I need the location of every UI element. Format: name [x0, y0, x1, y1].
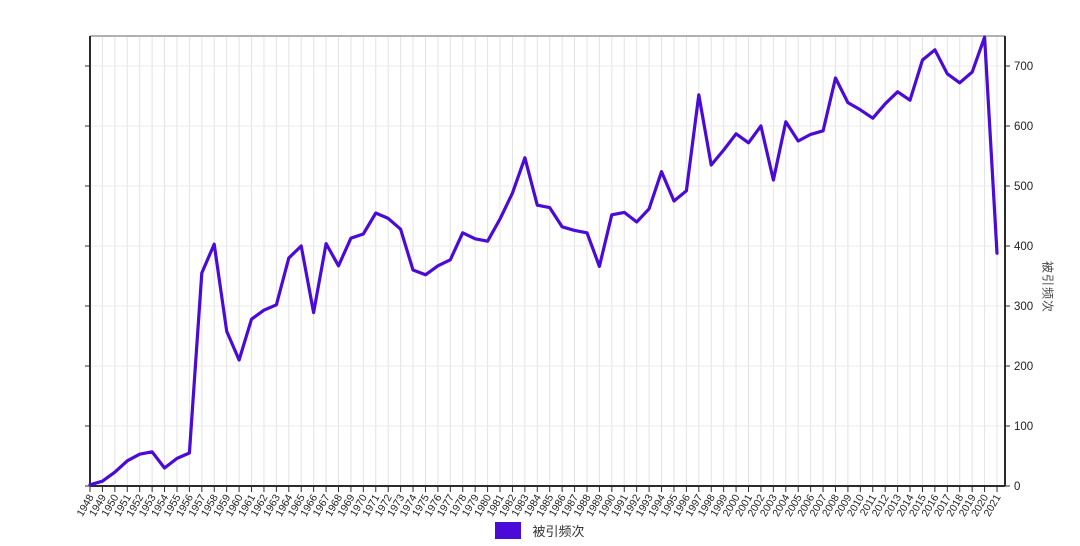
y-tick-labels: 0 100 200 300 400 500 600 700 — [85, 61, 1033, 493]
x-gridlines — [89, 36, 998, 486]
svg-text:0: 0 — [1014, 481, 1020, 493]
legend-swatch — [495, 521, 522, 539]
svg-text:400: 400 — [1014, 241, 1033, 253]
svg-text:700: 700 — [1014, 61, 1033, 73]
y-axis-title: 被引频次 — [1040, 260, 1055, 314]
legend: 被引频次 — [0, 518, 1080, 542]
y-gridlines — [90, 65, 1005, 427]
svg-text:600: 600 — [1014, 121, 1033, 133]
axes — [89, 36, 1006, 487]
svg-text:500: 500 — [1014, 181, 1033, 193]
legend-label: 被引频次 — [532, 523, 585, 539]
series-line — [88, 35, 999, 487]
x-tick-labels: 1948194919501951195219531954195519561957… — [75, 486, 1004, 519]
svg-text:200: 200 — [1014, 361, 1033, 373]
svg-text:300: 300 — [1014, 301, 1033, 313]
svg-text:100: 100 — [1014, 421, 1033, 433]
